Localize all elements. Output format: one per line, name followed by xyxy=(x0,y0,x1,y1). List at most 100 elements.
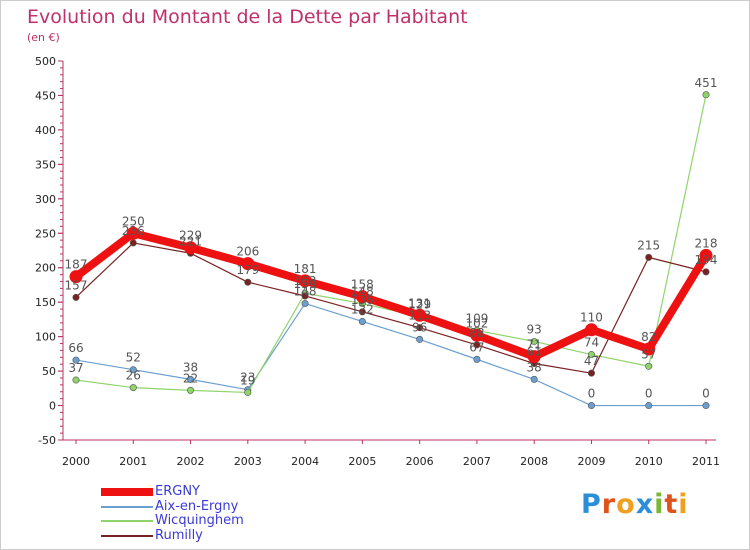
data-label: 221 xyxy=(179,234,202,248)
y-tick-label: 200 xyxy=(35,262,56,275)
data-point xyxy=(358,308,366,316)
logo-letter: i xyxy=(678,489,689,520)
legend-item: Wicquinghem xyxy=(101,514,244,529)
proxiti-logo: Proxiti xyxy=(581,489,689,520)
data-point xyxy=(301,300,309,308)
data-label: 23 xyxy=(240,371,255,385)
y-tick-label: 100 xyxy=(35,331,56,344)
logo-letter: i xyxy=(654,489,665,520)
data-label: 0 xyxy=(588,387,596,401)
x-tick-label: 2005 xyxy=(348,455,376,468)
y-tick-label: 350 xyxy=(35,158,56,171)
data-label: 113 xyxy=(408,309,431,323)
data-point xyxy=(702,402,710,410)
data-point xyxy=(129,239,137,247)
data-label: 71 xyxy=(527,338,542,352)
legend-label: ERGNY xyxy=(155,484,200,500)
data-label: 215 xyxy=(637,238,660,252)
data-point xyxy=(645,362,653,370)
data-point xyxy=(642,342,656,356)
data-point xyxy=(645,253,653,261)
x-tick-label: 2001 xyxy=(119,455,147,468)
data-point xyxy=(587,351,595,359)
data-label: 37 xyxy=(68,361,83,375)
logo-letter: t xyxy=(664,489,679,520)
logo-letter: o xyxy=(616,489,636,520)
data-point xyxy=(699,248,713,262)
legend-swatch xyxy=(101,488,153,497)
data-label: 181 xyxy=(294,262,317,276)
data-label: 122 xyxy=(351,302,374,316)
data-label: 88 xyxy=(469,326,484,340)
x-tick-label: 2008 xyxy=(520,455,548,468)
line-chart: -50 0 50 100 150 200 250 300 350 400 450 500 2000 200… xyxy=(35,55,720,468)
data-label: 26 xyxy=(126,369,141,383)
series-line-rumilly xyxy=(75,242,707,374)
data-label: 61 xyxy=(527,345,542,359)
data-label: 163 xyxy=(294,274,317,288)
data-label: 109 xyxy=(465,311,488,325)
legend-swatch xyxy=(101,534,153,537)
data-point xyxy=(358,317,366,325)
data-label: 179 xyxy=(236,263,259,277)
legend-item: ERGNY xyxy=(101,485,244,500)
x-tick-label: 2003 xyxy=(234,455,262,468)
x-tick-label: 2006 xyxy=(406,455,434,468)
data-point xyxy=(126,226,140,240)
data-label: 194 xyxy=(695,253,718,267)
legend-item: Rumilly xyxy=(101,528,244,544)
logo-letter: P xyxy=(581,489,602,520)
data-label: 159 xyxy=(294,277,317,291)
data-label: 93 xyxy=(527,322,542,336)
data-label: 129 xyxy=(408,298,431,312)
data-label: 38 xyxy=(183,360,198,374)
x-tick-label: 2009 xyxy=(577,455,605,468)
data-point xyxy=(244,278,252,286)
y-tick-label: 250 xyxy=(35,227,56,240)
data-label: 136 xyxy=(351,293,374,307)
data-point xyxy=(473,355,481,363)
data-label: 218 xyxy=(695,236,718,250)
y-tick-label: 500 xyxy=(35,55,56,68)
data-label: 131 xyxy=(408,296,431,310)
data-point xyxy=(72,293,80,301)
data-point xyxy=(702,268,710,276)
y-tick-label: 450 xyxy=(35,89,56,102)
y-tick-label: -50 xyxy=(38,434,56,447)
data-label: 38 xyxy=(527,360,542,374)
y-tick-label: 50 xyxy=(42,365,56,378)
legend-label: Aix-en-Ergny xyxy=(155,498,239,514)
y-tick-label: 150 xyxy=(35,296,56,309)
legend-item: Aix-en-Ergny xyxy=(101,498,244,515)
x-tick-label: 2004 xyxy=(291,455,319,468)
y-tick-label: 400 xyxy=(35,124,56,137)
x-tick-label: 2007 xyxy=(463,455,491,468)
data-point xyxy=(301,292,309,300)
x-tick-label: 2002 xyxy=(177,455,205,468)
data-point xyxy=(584,323,598,337)
data-point xyxy=(244,388,252,396)
data-label: 66 xyxy=(68,341,83,355)
series-lines xyxy=(69,91,713,410)
y-tick-label: 0 xyxy=(49,400,56,413)
data-label: 250 xyxy=(122,214,145,228)
y-tick-label: 300 xyxy=(35,193,56,206)
data-point xyxy=(72,376,80,384)
data-point xyxy=(355,290,369,304)
chart-title: Evolution du Montant de la Dette par Hab… xyxy=(27,6,468,28)
x-tick-label: 2000 xyxy=(62,455,90,468)
data-label: 22 xyxy=(183,371,198,385)
data-label: 148 xyxy=(294,285,317,299)
data-label: 74 xyxy=(584,336,599,350)
data-label: 206 xyxy=(236,245,259,259)
data-point xyxy=(187,386,195,394)
data-label: 19 xyxy=(240,373,255,387)
data-label: 67 xyxy=(469,340,484,354)
legend-swatch xyxy=(101,520,153,523)
data-label: 102 xyxy=(465,316,488,330)
data-point xyxy=(416,335,424,343)
legend: ERGNY Aix-en-Ergny Wicquinghem Rumilly xyxy=(101,485,244,543)
data-point xyxy=(129,366,137,374)
